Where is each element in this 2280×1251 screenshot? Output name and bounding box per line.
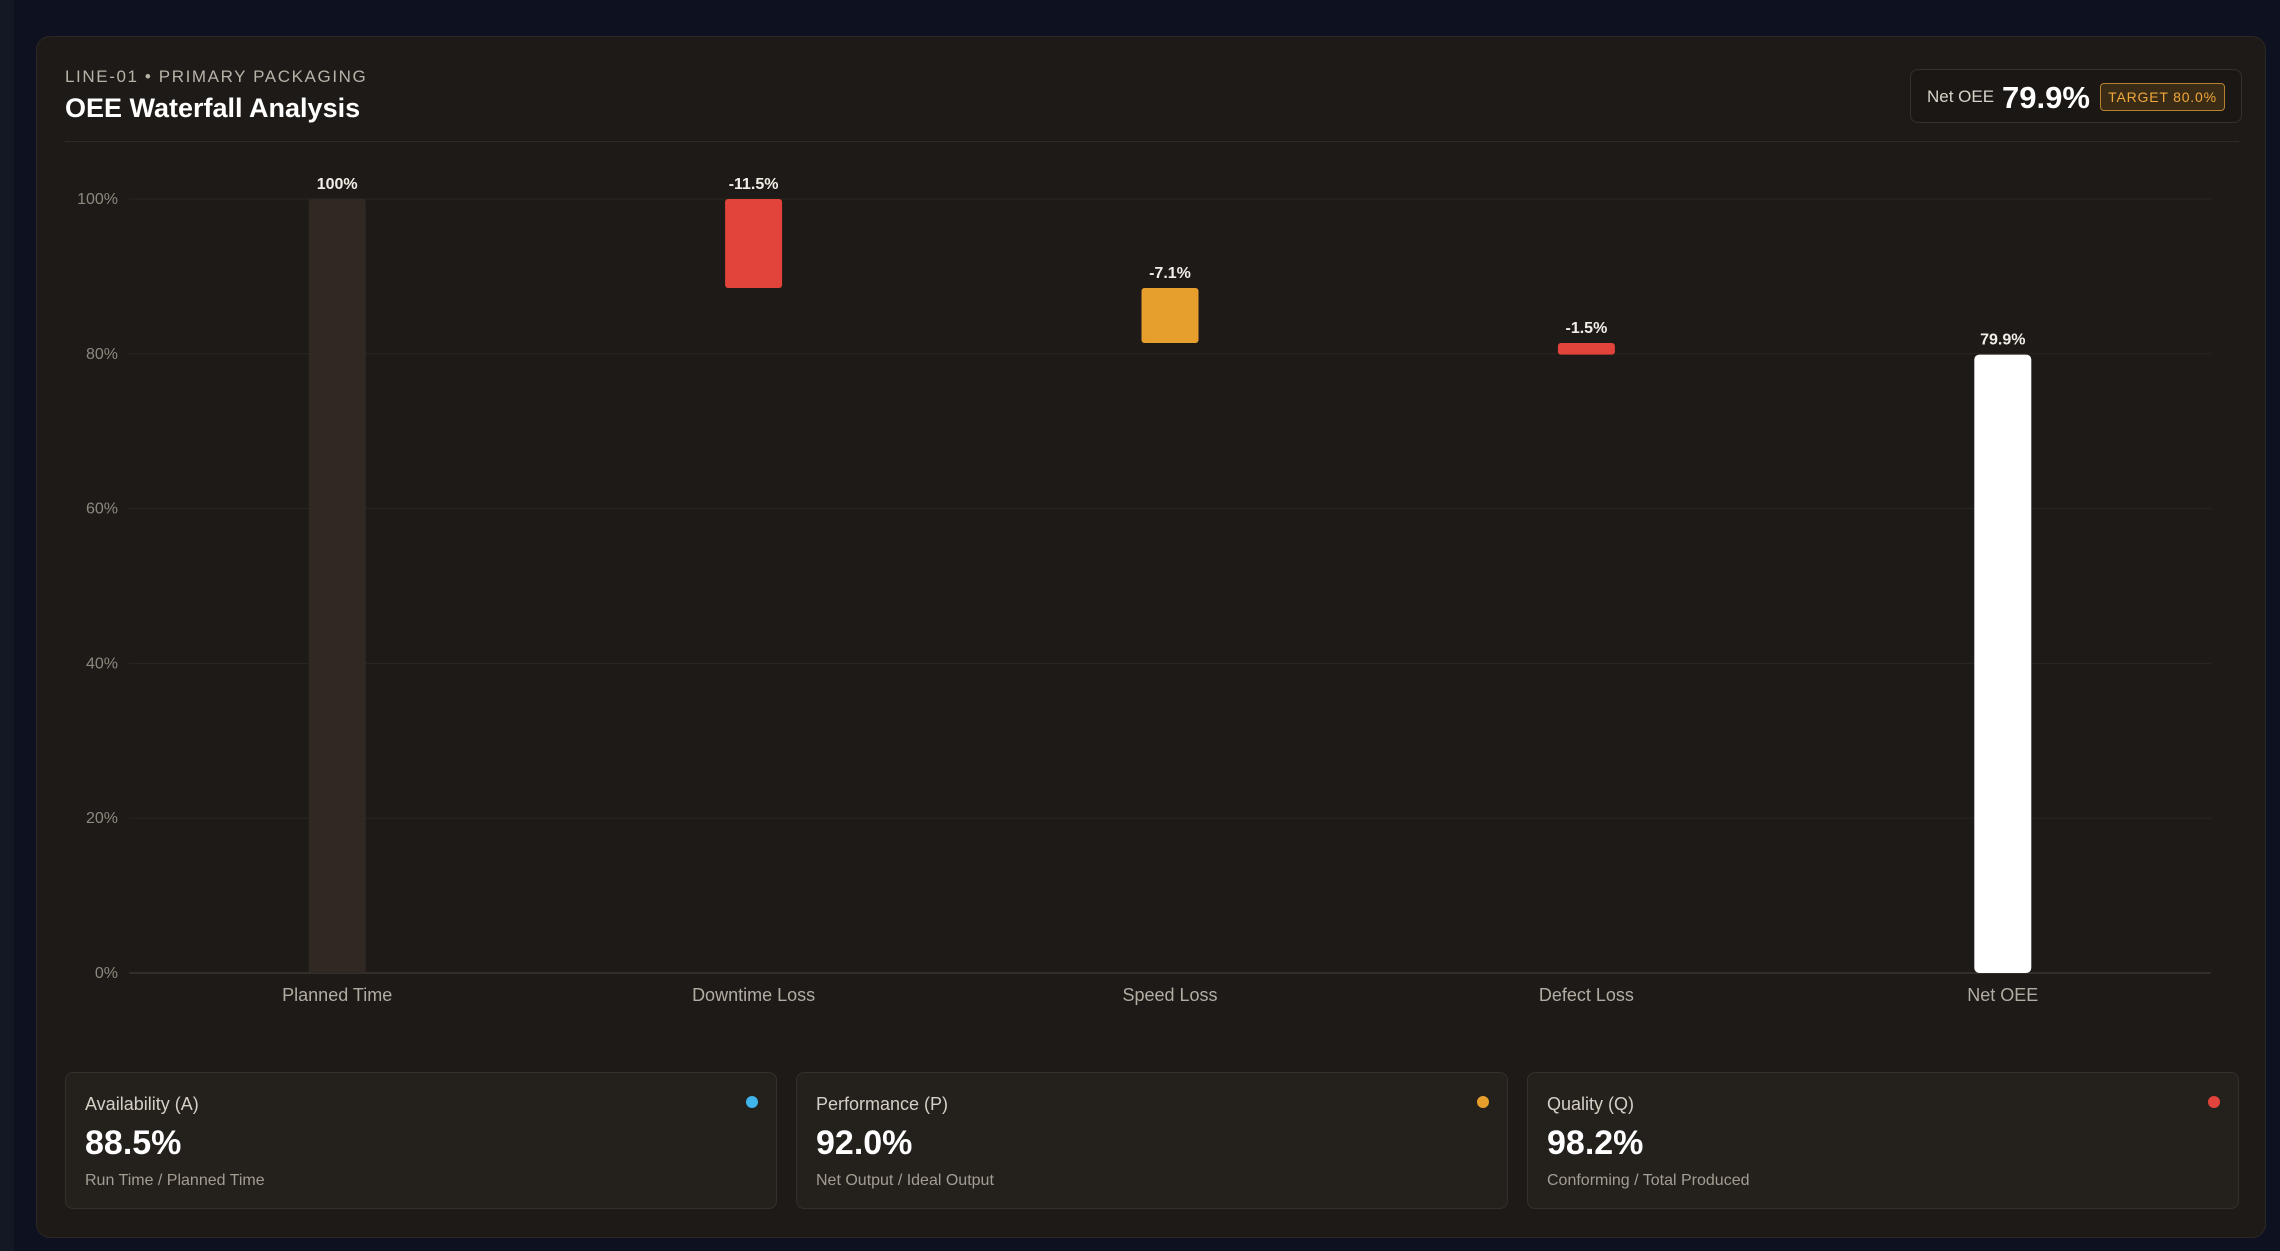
availability-value: 88.5%	[85, 1124, 182, 1162]
y-tick-label: 40%	[86, 655, 118, 672]
quality-status-dot	[2208, 1096, 2220, 1108]
net-oee-value: 79.9%	[2002, 80, 2090, 115]
y-tick-label: 20%	[86, 810, 118, 827]
waterfall-chart: 0% 20% 40% 60% 80% 100% 100% Planned Time -11.5%…	[77, 176, 2211, 1005]
grid-layer	[129, 198, 2211, 974]
bar-value-label: 100%	[317, 176, 358, 193]
panel-title: OEE Waterfall Analysis	[65, 93, 361, 123]
availability-name: Availability (A)	[85, 1094, 199, 1114]
bar-planned-time	[308, 199, 366, 973]
quality-name: Quality (Q)	[1547, 1094, 1635, 1114]
bar-net-oee	[1974, 354, 2032, 974]
oee-waterfall-panel: LINE-01 • PRIMARY PACKAGING OEE Waterfal…	[36, 36, 2266, 1238]
quality-value: 98.2%	[1547, 1124, 1644, 1162]
performance-status-dot	[1477, 1096, 1489, 1108]
bar-value-label: -11.5%	[729, 176, 779, 193]
bar-speed-loss	[1141, 288, 1199, 343]
x-category-label: Downtime Loss	[692, 985, 815, 1005]
quality-card: Quality (Q) 98.2% Conforming / Total Pro…	[1527, 1072, 2239, 1209]
x-category-label: Speed Loss	[1122, 985, 1217, 1005]
y-tick-label: 80%	[86, 346, 118, 363]
x-category-label: Defect Loss	[1539, 985, 1634, 1005]
bar-layer	[308, 199, 2032, 974]
target-badge: TARGET 80.0%	[2100, 83, 2225, 111]
y-tick-label: 0%	[95, 965, 118, 982]
bar-downtime-loss	[725, 199, 783, 289]
availability-card: Availability (A) 88.5% Run Time / Planne…	[65, 1072, 777, 1209]
y-tick-label: 60%	[86, 501, 118, 518]
performance-formula: Net Output / Ideal Output	[816, 1172, 994, 1189]
x-category-label: Planned Time	[282, 985, 392, 1005]
performance-value: 92.0%	[816, 1124, 913, 1162]
bar-value-label: -1.5%	[1566, 320, 1608, 337]
bar-defect-loss	[1557, 342, 1615, 355]
header-divider	[65, 141, 2239, 142]
net-oee-label: Net OEE	[1927, 87, 1995, 106]
label-layer: 0% 20% 40% 60% 80% 100% 100% Planned Time -11.5%…	[77, 176, 2038, 1005]
page-edge-strip	[0, 0, 14, 1251]
x-category-label: Net OEE	[1967, 985, 2038, 1005]
availability-status-dot	[746, 1096, 758, 1108]
net-oee-summary: Net OEE 79.9% TARGET 80.0%	[1910, 69, 2242, 123]
quality-formula: Conforming / Total Produced	[1547, 1172, 1750, 1189]
performance-card: Performance (P) 92.0% Net Output / Ideal…	[796, 1072, 1508, 1209]
availability-formula: Run Time / Planned Time	[85, 1172, 265, 1189]
performance-name: Performance (P)	[816, 1094, 949, 1114]
y-tick-label: 100%	[77, 191, 118, 208]
bar-value-label: 79.9%	[1980, 332, 2025, 349]
bar-value-label: -7.1%	[1149, 265, 1191, 282]
line-label: LINE-01 • PRIMARY PACKAGING	[65, 67, 368, 86]
